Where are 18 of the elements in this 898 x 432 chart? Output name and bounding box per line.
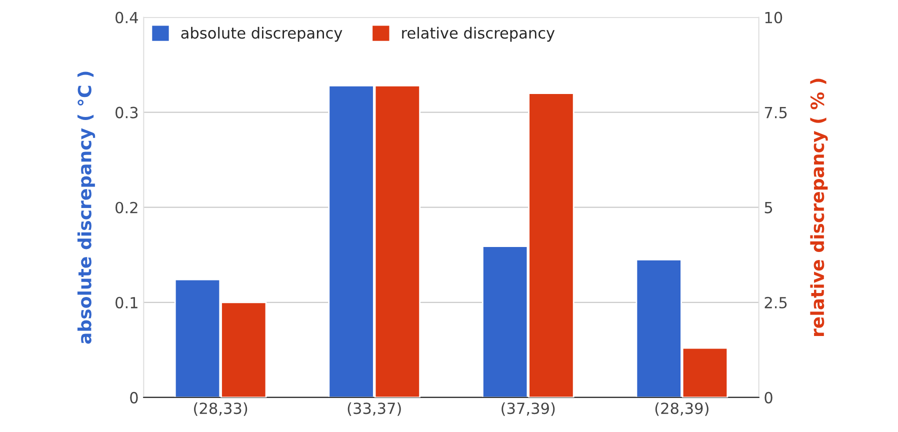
x-tick-label: (37,39) <box>502 402 555 416</box>
legend-label: relative discrepancy <box>402 26 555 42</box>
y-axis-title: absolute discrepancy ( °C ) <box>77 72 96 344</box>
y2-axis-title: relative discrepancy ( % ) <box>810 78 828 336</box>
y-tick-label: 0 <box>130 392 138 404</box>
y-tick-label: 0.3 <box>116 106 138 118</box>
y2-tick-label: 2.5 <box>764 296 787 308</box>
x-tick-label: (33,37) <box>348 402 401 416</box>
y-tick-label: 0.2 <box>116 202 138 214</box>
y2-tick-label: 5 <box>764 202 772 214</box>
y2-tick-label: 7.5 <box>764 106 787 118</box>
y2-tick-label: 0 <box>764 392 772 404</box>
y-tick-label: 0.4 <box>116 12 138 24</box>
x-tick-label: (28,39) <box>655 402 708 416</box>
legend-label: absolute discrepancy <box>181 26 342 42</box>
y-tick-label: 0.1 <box>116 296 138 308</box>
x-tick-label: (28,33) <box>194 402 248 416</box>
y2-tick-label: 10 <box>765 12 782 24</box>
